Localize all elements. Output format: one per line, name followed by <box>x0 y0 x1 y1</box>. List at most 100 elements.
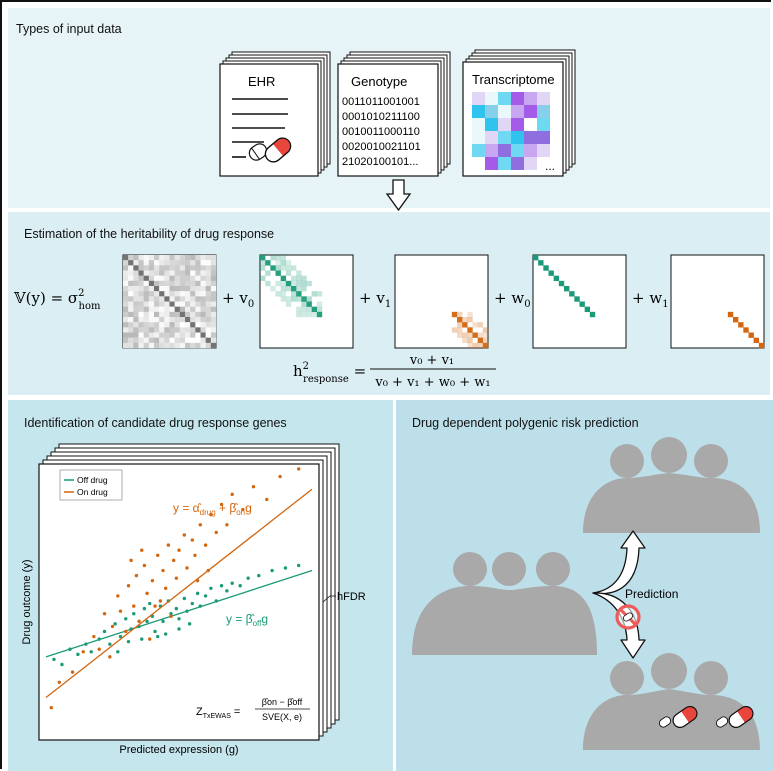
genotype-row-5: 21020100101... <box>342 156 418 168</box>
matrix-cell <box>143 270 150 276</box>
matrix-cell <box>154 306 160 313</box>
matrix-cell <box>210 270 217 276</box>
matrix-cell <box>190 332 196 338</box>
matrix-cell <box>210 301 217 307</box>
matrix-cell <box>138 286 144 292</box>
population-group-top <box>583 437 760 533</box>
on-drug-point <box>169 614 173 618</box>
matrix-cell <box>164 296 170 302</box>
matrix-cell <box>133 306 139 313</box>
matrix-cell <box>128 270 134 276</box>
matrix-cell <box>154 265 160 271</box>
matrix-cell <box>758 342 765 349</box>
population-group-left <box>412 552 597 655</box>
matrix-cell <box>553 275 560 282</box>
heatmap-cell <box>498 118 511 131</box>
matrix-cell <box>280 296 287 302</box>
matrix-cell <box>316 291 323 297</box>
matrix-cell <box>291 265 297 271</box>
heatmap-cell <box>485 131 498 144</box>
prediction-label: Prediction <box>625 587 678 601</box>
heatmap-cell <box>485 144 498 157</box>
matrix-cell <box>159 265 165 271</box>
on-drug-point <box>97 647 101 651</box>
matrix-cell <box>200 301 206 307</box>
matrix-cell <box>143 311 150 318</box>
matrix-cell <box>138 280 144 287</box>
matrix-cell <box>195 291 201 297</box>
matrix-cell <box>296 286 302 292</box>
matrix-cell <box>195 301 201 307</box>
matrix-cell <box>195 311 201 318</box>
matrix-cell <box>462 332 468 338</box>
matrix-cell <box>169 337 175 344</box>
matrix-cell <box>154 327 160 333</box>
matrix-cell <box>205 265 212 271</box>
matrix-cell <box>164 270 170 276</box>
matrix-cell <box>451 327 458 333</box>
matrix-cell <box>316 306 323 313</box>
matrix-cell <box>128 301 134 307</box>
matrix-cell <box>195 255 201 261</box>
matrix-cell <box>185 311 191 318</box>
matrix-cell <box>169 286 175 292</box>
matrix-cell <box>451 311 458 318</box>
matrix-cell <box>174 255 181 261</box>
off-drug-point <box>238 584 242 588</box>
prohibition-icon <box>615 604 641 630</box>
heatmap-cell <box>472 105 485 118</box>
matrix-cell <box>589 311 596 318</box>
matrix-cell <box>123 301 129 307</box>
matrix-cell <box>148 280 155 287</box>
off-drug-point <box>270 568 274 573</box>
on-drug-point <box>49 705 54 710</box>
matrix-cell <box>133 317 139 323</box>
matrix-cell <box>164 337 170 344</box>
matrix-cell <box>159 306 165 313</box>
matrix-cell <box>195 337 201 344</box>
on-drug-point <box>230 492 234 497</box>
off-drug-point <box>108 642 112 646</box>
matrix-cell <box>138 270 144 276</box>
matrix-cell <box>195 306 201 313</box>
matrix-cell <box>169 327 175 333</box>
matrix-cell <box>154 270 160 276</box>
matrix-cell <box>154 301 160 307</box>
matrix-cell <box>205 306 212 313</box>
matrix-cell <box>185 291 191 297</box>
matrix-cell <box>200 255 206 261</box>
matrix-cell <box>154 311 160 318</box>
matrix-cell <box>260 275 266 282</box>
candidate-genes-title: Identification of candidate drug respons… <box>24 416 287 430</box>
matrix-cell <box>195 275 201 282</box>
matrix-cell <box>164 322 170 328</box>
matrix-cell <box>185 317 191 323</box>
matrix-cell <box>169 255 175 261</box>
off-drug-point <box>145 619 149 624</box>
matrix-cell <box>280 280 287 287</box>
matrix-cell <box>133 311 139 318</box>
matrix-cell <box>123 260 129 266</box>
matrix-cell <box>123 337 129 344</box>
matrix-cell <box>128 265 134 271</box>
matrix-cell <box>457 317 463 323</box>
y-axis-label: Drug outcome (y) <box>21 560 33 645</box>
on-drug-point <box>150 578 155 583</box>
matrix-cell <box>138 301 144 307</box>
scatter-stack <box>38 443 340 741</box>
matrix-cell <box>185 270 191 276</box>
off-drug-point <box>113 622 117 626</box>
matrix-cell <box>179 280 186 287</box>
matrix-cell <box>159 291 165 297</box>
matrix-cell <box>143 265 150 271</box>
matrix-cell <box>179 306 186 313</box>
on-drug-point <box>126 584 131 588</box>
matrix-cell <box>185 280 191 287</box>
matrix-cell <box>138 260 144 266</box>
matrix-cell <box>143 327 150 333</box>
h2-numerator: v₀ + v₁ <box>409 353 454 368</box>
matrix-cell <box>190 270 196 276</box>
matrix-cell <box>205 342 212 349</box>
matrix-cell <box>280 275 287 282</box>
matrix-cell <box>169 342 175 349</box>
